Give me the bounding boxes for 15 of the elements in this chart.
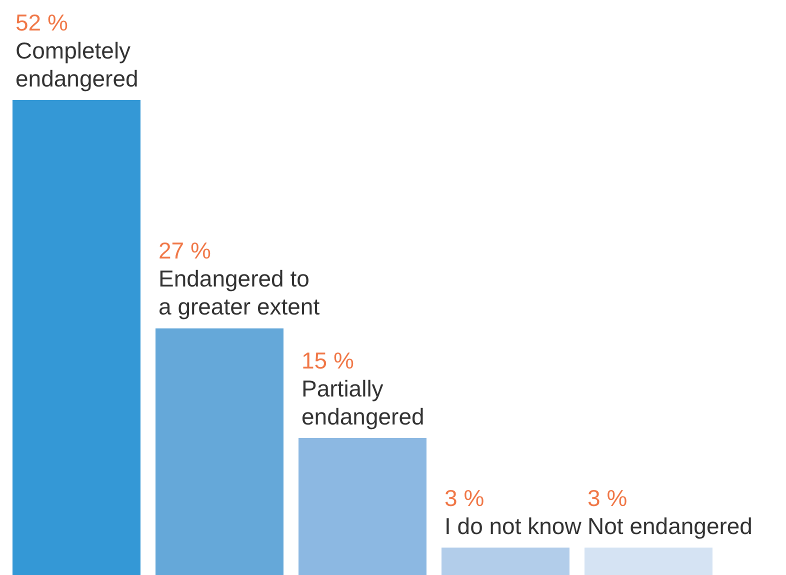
bar <box>584 548 712 575</box>
bar <box>156 328 284 575</box>
x-tick-label: I do not know <box>444 512 582 539</box>
data-label: 3 % <box>588 484 628 511</box>
bar <box>298 438 426 575</box>
data-label: 27 % <box>158 238 211 264</box>
x-tick-label: Endangered to a greater extent <box>158 266 320 320</box>
data-label: 52 % <box>16 9 68 36</box>
bar <box>12 100 140 575</box>
data-label: 3 % <box>444 484 484 511</box>
bar <box>442 548 570 575</box>
x-tick-label: Completely endangered <box>16 37 138 92</box>
x-tick-label: Not endangered <box>588 512 752 539</box>
data-label: 15 % <box>302 347 354 374</box>
x-tick-label: Partially endangered <box>302 375 424 430</box>
